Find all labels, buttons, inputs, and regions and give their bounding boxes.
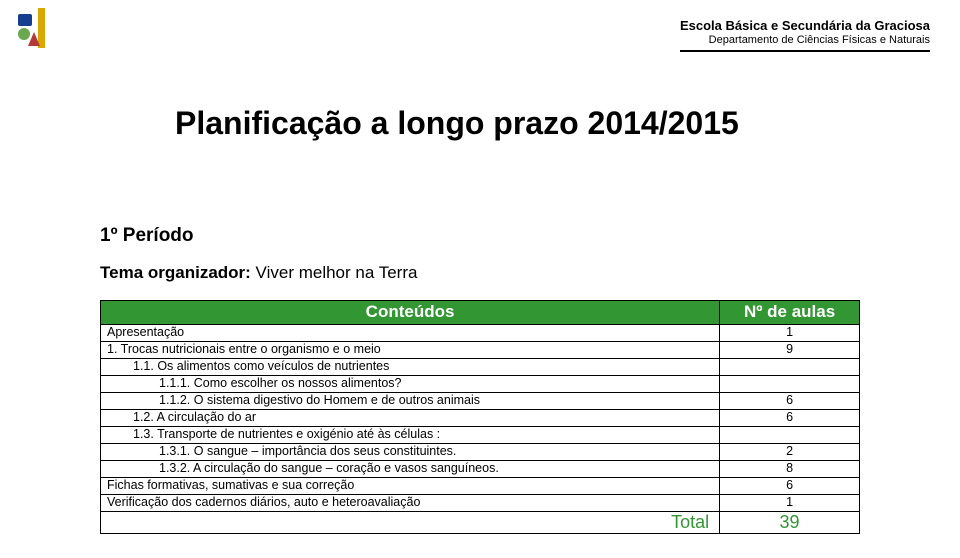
- department-name: Departamento de Ciências Físicas e Natur…: [680, 34, 930, 52]
- tema-label: Tema organizador:: [100, 263, 251, 282]
- conteudo-cell: 1. Trocas nutricionais entre o organismo…: [101, 342, 720, 359]
- table-row: Fichas formativas, sumativas e sua corre…: [101, 478, 860, 495]
- conteudo-cell: 1.3.2. A circulação do sangue – coração …: [101, 461, 720, 478]
- conteudo-cell: 1.3.1. O sangue – importância dos seus c…: [101, 444, 720, 461]
- table-row: Verificação dos cadernos diários, auto e…: [101, 495, 860, 512]
- col-conteudos-header: Conteúdos: [101, 301, 720, 325]
- conteudo-cell: 1.2. A circulação do ar: [101, 410, 720, 427]
- table-row: 1. Trocas nutricionais entre o organismo…: [101, 342, 860, 359]
- school-logo: [14, 6, 58, 50]
- table-row: 1.3.2. A circulação do sangue – coração …: [101, 461, 860, 478]
- aulas-cell: [720, 359, 860, 376]
- aulas-cell: 1: [720, 495, 860, 512]
- school-header: Escola Básica e Secundária da Graciosa D…: [680, 18, 930, 52]
- conteudo-cell: Verificação dos cadernos diários, auto e…: [101, 495, 720, 512]
- aulas-cell: 6: [720, 393, 860, 410]
- conteudo-cell: 1.1.2. O sistema digestivo do Homem e de…: [101, 393, 720, 410]
- aulas-cell: 1: [720, 325, 860, 342]
- plan-table: Conteúdos Nº de aulas Apresentação11. Tr…: [100, 300, 860, 534]
- period-heading: 1º Período: [100, 225, 194, 247]
- col-aulas-header: Nº de aulas: [720, 301, 860, 325]
- plan-table-wrap: Conteúdos Nº de aulas Apresentação11. Tr…: [100, 300, 860, 534]
- total-value: 39: [720, 512, 860, 534]
- table-header-row: Conteúdos Nº de aulas: [101, 301, 860, 325]
- table-total-row: Total 39: [101, 512, 860, 534]
- tema-value: Viver melhor na Terra: [251, 263, 418, 282]
- tema-line: Tema organizador: Viver melhor na Terra: [100, 263, 417, 283]
- school-name: Escola Básica e Secundária da Graciosa: [680, 18, 930, 34]
- table-row: 1.1.2. O sistema digestivo do Homem e de…: [101, 393, 860, 410]
- aulas-cell: [720, 427, 860, 444]
- table-row: 1.2. A circulação do ar6: [101, 410, 860, 427]
- conteudo-cell: 1.1.1. Como escolher os nossos alimentos…: [101, 376, 720, 393]
- document-page: Escola Básica e Secundária da Graciosa D…: [0, 0, 960, 558]
- conteudo-cell: Apresentação: [101, 325, 720, 342]
- table-row: Apresentação1: [101, 325, 860, 342]
- conteudo-cell: 1.1. Os alimentos como veículos de nutri…: [101, 359, 720, 376]
- conteudo-cell: 1.3. Transporte de nutrientes e oxigénio…: [101, 427, 720, 444]
- table-row: 1.3. Transporte de nutrientes e oxigénio…: [101, 427, 860, 444]
- page-title: Planificação a longo prazo 2014/2015: [175, 105, 739, 142]
- table-row: 1.1.1. Como escolher os nossos alimentos…: [101, 376, 860, 393]
- aulas-cell: [720, 376, 860, 393]
- total-label: Total: [101, 512, 720, 534]
- aulas-cell: 6: [720, 478, 860, 495]
- table-body: Apresentação11. Trocas nutricionais entr…: [101, 325, 860, 512]
- aulas-cell: 8: [720, 461, 860, 478]
- aulas-cell: 6: [720, 410, 860, 427]
- conteudo-cell: Fichas formativas, sumativas e sua corre…: [101, 478, 720, 495]
- table-row: 1.1. Os alimentos como veículos de nutri…: [101, 359, 860, 376]
- aulas-cell: 9: [720, 342, 860, 359]
- table-row: 1.3.1. O sangue – importância dos seus c…: [101, 444, 860, 461]
- aulas-cell: 2: [720, 444, 860, 461]
